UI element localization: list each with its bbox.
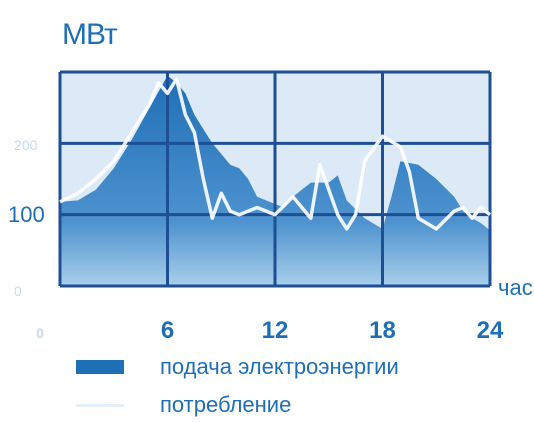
legend-item-supply: подача электроэнергии bbox=[76, 350, 516, 384]
x-tick-label: 18 bbox=[369, 317, 396, 340]
chart: 0 6 12 18 24 0 100 200 час bbox=[8, 70, 533, 340]
x-axis-unit: час bbox=[498, 275, 533, 300]
legend-label-supply: подача электроэнергии bbox=[160, 354, 399, 379]
x-tick-label: 24 bbox=[477, 317, 504, 340]
grid bbox=[58, 70, 492, 288]
y-axis-unit: МВт bbox=[62, 18, 118, 51]
x-tick-label: 0 bbox=[36, 325, 44, 340]
y-tick-label: 100 bbox=[8, 202, 45, 227]
x-ticks: 0 6 12 18 24 bbox=[36, 317, 504, 340]
x-tick-label: 6 bbox=[161, 317, 174, 340]
consumption-line bbox=[59, 77, 492, 231]
y-tick-label: 200 bbox=[14, 137, 38, 153]
legend-item-consumption: потребление bbox=[76, 388, 516, 422]
y-tick-label: 0 bbox=[14, 283, 22, 299]
consumption-line-layer bbox=[59, 77, 492, 231]
legend-swatch-supply bbox=[76, 360, 124, 374]
legend-label-consumption: потребление bbox=[160, 392, 292, 417]
x-tick-label: 12 bbox=[262, 317, 289, 340]
legend: подача электроэнергии потребление bbox=[76, 350, 516, 422]
legend-swatch-consumption bbox=[76, 403, 124, 407]
y-ticks: 0 100 200 bbox=[8, 137, 45, 299]
